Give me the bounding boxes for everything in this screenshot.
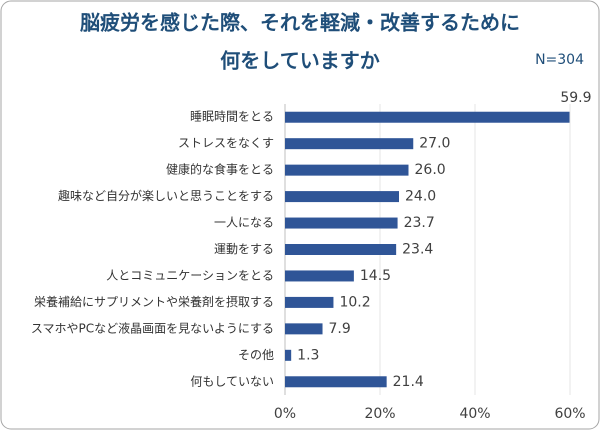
chart-title: 脳疲労を感じた際、それを軽減・改善するために	[79, 11, 520, 35]
y-tick-label: 運動をする	[214, 242, 274, 256]
x-tick-label: 20%	[364, 406, 395, 422]
x-tick-label: 60%	[554, 406, 585, 422]
bar	[285, 217, 398, 229]
bar	[285, 323, 323, 335]
value-label: 14.5	[360, 268, 391, 284]
value-label: 26.0	[415, 162, 446, 178]
y-tick-label: 栄養補給にサプリメントや栄養剤を摂取する	[34, 294, 274, 309]
bar	[285, 376, 387, 388]
bar	[285, 138, 414, 150]
value-label: 21.4	[393, 374, 424, 390]
value-label: 27.0	[419, 136, 450, 152]
value-label: 1.3	[297, 347, 319, 363]
value-label: 23.4	[402, 242, 433, 258]
y-tick-label: 人とコミュニケーションをとる	[106, 268, 274, 282]
bar	[285, 111, 570, 123]
bar	[285, 191, 399, 203]
annotation: N=304	[535, 52, 584, 68]
x-tick-label: 40%	[459, 406, 490, 422]
value-label: 23.7	[404, 215, 435, 231]
bar	[285, 244, 397, 255]
bar	[285, 296, 334, 308]
y-tick-label: 趣味など自分が楽しいと思うことをする	[58, 188, 274, 203]
y-tick-label: 健康的な食事をとる	[166, 162, 274, 177]
y-tick-label: 一人になる	[214, 216, 274, 230]
bar	[285, 270, 354, 282]
y-tick-label: その他	[238, 348, 274, 362]
y-tick-label: 睡眠時間をとる	[190, 110, 274, 124]
y-tick-label: スマホやPCなど液晶画面を見ないようにする	[31, 320, 274, 335]
y-tick-label: 何もしていない	[190, 374, 274, 388]
y-tick-label: ストレスをなくす	[178, 136, 274, 150]
bar	[285, 164, 409, 176]
value-label: 7.9	[329, 321, 351, 337]
value-label: 10.2	[339, 294, 370, 310]
value-label: 59.9	[560, 90, 591, 106]
chart-title: 何をしていますか	[220, 49, 379, 73]
value-label: 24.0	[405, 189, 436, 205]
x-tick-label: 0%	[274, 406, 296, 422]
bar	[285, 349, 292, 361]
